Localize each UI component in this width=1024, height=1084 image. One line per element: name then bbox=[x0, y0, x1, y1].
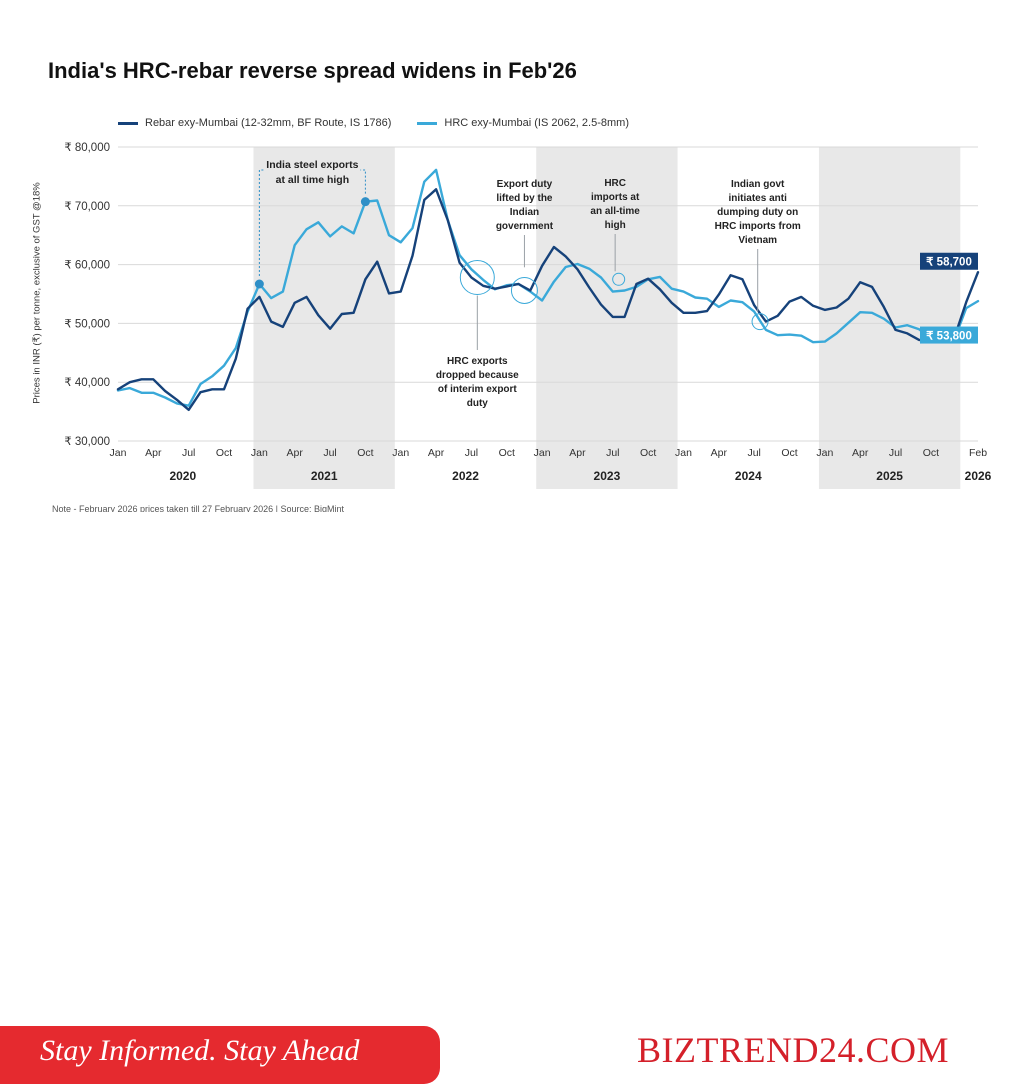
legend-label-hrc: HRC exy-Mumbai (IS 2062, 2.5-8mm) bbox=[444, 117, 629, 129]
x-tick-label: Oct bbox=[216, 447, 232, 459]
x-tick-label: Jan bbox=[110, 447, 127, 459]
x-tick-label: Jul bbox=[182, 447, 195, 459]
annotation-text: high bbox=[605, 220, 626, 231]
y-tick-label: ₹ 30,000 bbox=[64, 436, 110, 448]
annotation-text: initiates anti bbox=[729, 193, 788, 204]
year-label: 2024 bbox=[735, 469, 762, 483]
annotation-text: duty bbox=[467, 398, 489, 409]
legend-swatch-hrc bbox=[417, 121, 438, 125]
year-label: 2026 bbox=[965, 469, 992, 483]
x-tick-label: Oct bbox=[781, 447, 797, 459]
x-tick-label: Apr bbox=[711, 447, 728, 459]
year-band bbox=[536, 147, 678, 489]
x-tick-label: Oct bbox=[357, 447, 373, 459]
annotation-marker bbox=[510, 276, 538, 304]
x-tick-label: Jan bbox=[534, 447, 551, 459]
annotation-text: imports at bbox=[591, 192, 640, 203]
year-label: 2020 bbox=[169, 469, 196, 483]
y-tick-label: ₹ 70,000 bbox=[64, 201, 110, 213]
chart-legend: Rebar exy-Mumbai (12-32mm, BF Route, IS … bbox=[118, 117, 655, 129]
x-tick-label: Apr bbox=[852, 447, 869, 459]
x-tick-label: Oct bbox=[640, 447, 656, 459]
annotation-text: dropped because bbox=[436, 370, 519, 381]
annotation-text: lifted by the bbox=[496, 193, 553, 204]
x-tick-label: Jan bbox=[675, 447, 692, 459]
legend-label-rebar: Rebar exy-Mumbai (12-32mm, BF Route, IS … bbox=[145, 117, 392, 129]
year-label: 2025 bbox=[876, 469, 903, 483]
annotation-text: HRC imports from bbox=[715, 221, 801, 232]
end-label-rebar: ₹ 58,700 bbox=[926, 257, 972, 269]
year-label: 2021 bbox=[311, 469, 338, 483]
y-tick-label: ₹ 50,000 bbox=[64, 318, 110, 330]
legend-swatch-rebar bbox=[118, 121, 138, 125]
x-tick-label: Apr bbox=[287, 447, 304, 459]
series-line-rebar bbox=[116, 188, 980, 411]
x-tick-label: Jul bbox=[465, 447, 478, 459]
annotation-marker bbox=[360, 197, 370, 207]
year-label: 2022 bbox=[452, 469, 479, 483]
line-chart: ₹ 30,000 ₹ 40,000 ₹ 50,000 ₹ 60,000 ₹ 70,000… bbox=[64, 142, 992, 489]
annotation-text: Indian bbox=[510, 207, 539, 218]
x-tick-label: Feb bbox=[969, 447, 987, 459]
y-tick-label: ₹ 60,000 bbox=[64, 260, 110, 272]
annotation-text: of interim export bbox=[438, 384, 518, 395]
annotation-text: government bbox=[496, 221, 554, 232]
x-tick-label: Jan bbox=[392, 447, 409, 459]
year-label: 2023 bbox=[594, 469, 621, 483]
end-label-rebar-box bbox=[920, 252, 978, 270]
y-tick-label: ₹ 80,000 bbox=[64, 142, 110, 154]
legend-item-rebar: Rebar exy-Mumbai (12-32mm, BF Route, IS … bbox=[118, 117, 391, 129]
annotation-text: at all time high bbox=[276, 174, 350, 186]
chart-title: India's HRC-rebar reverse spread widens … bbox=[48, 58, 577, 83]
legend-item-hrc: HRC exy-Mumbai (IS 2062, 2.5-8mm) bbox=[417, 117, 629, 129]
annotation-text: HRC bbox=[604, 178, 626, 189]
annotation-text: HRC exports bbox=[447, 356, 508, 367]
annotation-text: Export duty bbox=[497, 179, 553, 190]
annotation-marker bbox=[254, 279, 264, 289]
annotation-marker bbox=[751, 313, 769, 331]
annotation-text: an all-time bbox=[590, 206, 640, 217]
end-label-hrc-box bbox=[920, 326, 978, 344]
x-tick-label: Oct bbox=[923, 447, 939, 459]
x-tick-label: Jan bbox=[816, 447, 833, 459]
annotation-text: Vietnam bbox=[738, 235, 777, 246]
x-tick-label: Apr bbox=[145, 447, 162, 459]
tagline-text: Stay Informed. Stay Ahead bbox=[40, 1034, 360, 1067]
annotation-text: India steel exports bbox=[266, 159, 358, 171]
annotation-marker bbox=[612, 272, 626, 286]
x-tick-label: Jul bbox=[747, 447, 760, 459]
y-tick-label: ₹ 40,000 bbox=[64, 377, 110, 389]
annotation-marker bbox=[459, 260, 495, 296]
source-note: Note - February 2026 prices taken till 2… bbox=[52, 504, 344, 514]
x-tick-label: Oct bbox=[499, 447, 515, 459]
x-tick-label: Jan bbox=[251, 447, 268, 459]
footer: Stay Informed. Stay Ahead BIZTREND24.COM bbox=[0, 512, 1024, 1084]
x-tick-label: Jul bbox=[606, 447, 619, 459]
end-label-hrc: ₹ 53,800 bbox=[926, 331, 972, 343]
annotation-text: dumping duty on bbox=[717, 207, 798, 218]
brand-logo[interactable]: BIZTREND24.COM bbox=[637, 1030, 949, 1070]
year-band bbox=[253, 147, 395, 489]
annotation-leader bbox=[258, 169, 265, 277]
x-tick-label: Apr bbox=[569, 447, 586, 459]
x-tick-label: Jul bbox=[889, 447, 902, 459]
x-tick-label: Apr bbox=[428, 447, 445, 459]
tagline-banner: Stay Informed. Stay Ahead bbox=[0, 1026, 440, 1084]
annotation-text: Indian govt bbox=[731, 179, 785, 190]
chart-card: India's HRC-rebar reverse spread widens … bbox=[0, 0, 1024, 514]
x-tick-label: Jul bbox=[323, 447, 336, 459]
